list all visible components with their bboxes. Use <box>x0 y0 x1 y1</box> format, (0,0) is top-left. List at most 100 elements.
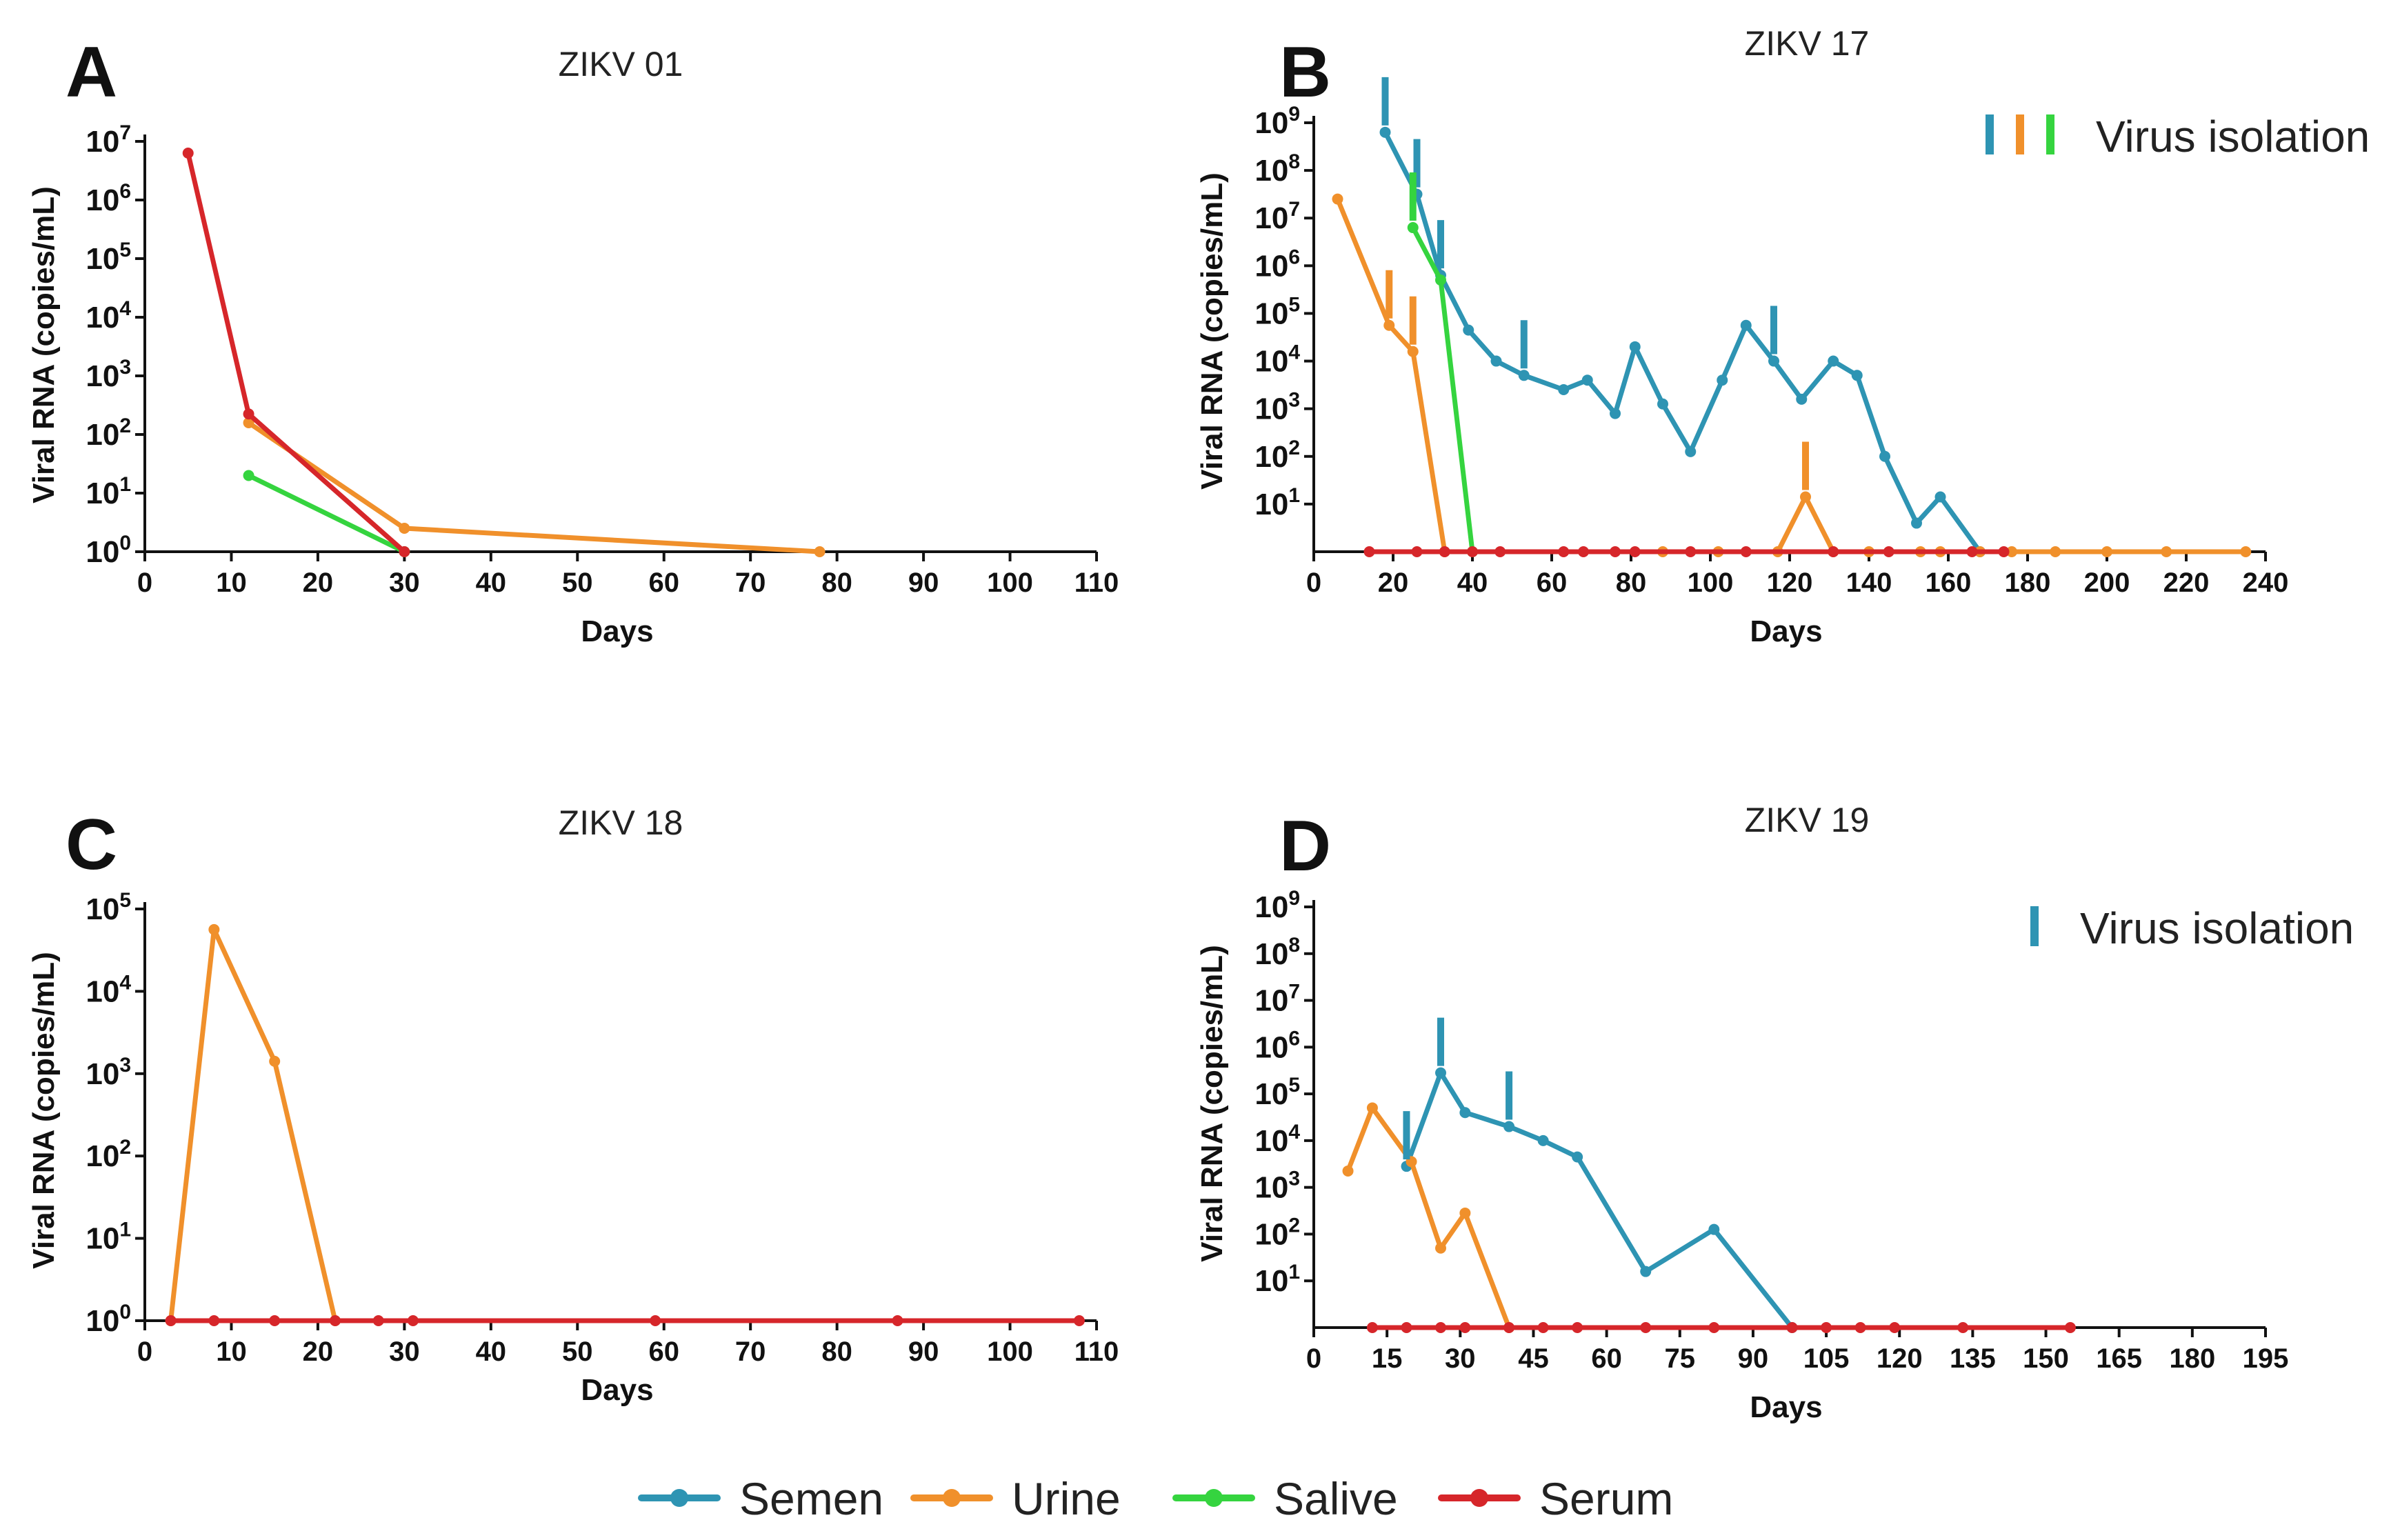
data-point-urine <box>1435 1242 1446 1254</box>
x-tick-label: 0 <box>1306 568 1321 598</box>
x-tick-label: 80 <box>821 568 852 598</box>
data-point-serum <box>1640 1322 1652 1333</box>
data-point-semen <box>1503 1121 1515 1132</box>
x-tick-label: 60 <box>1537 568 1568 598</box>
data-point-semen <box>1610 408 1621 419</box>
legend-label: Salive <box>1274 1473 1398 1524</box>
x-axis-title: Days <box>1750 1390 1822 1424</box>
x-tick-label: 60 <box>1591 1343 1622 1374</box>
data-point-semen <box>1463 324 1474 336</box>
x-tick-label: 165 <box>2096 1343 2142 1374</box>
data-point-semen <box>1518 370 1530 381</box>
y-tick-label: 105 <box>86 889 131 926</box>
data-point-serum <box>1401 1322 1412 1333</box>
data-point-serum <box>1610 546 1621 557</box>
y-tick-label: 106 <box>1254 1027 1300 1064</box>
x-tick-label: 70 <box>735 568 766 598</box>
data-point-urine <box>2240 546 2252 557</box>
data-point-urine <box>814 546 826 557</box>
data-point-serum <box>892 1315 903 1326</box>
x-tick-label: 110 <box>1074 1337 1119 1367</box>
data-point-serum <box>2064 1322 2076 1333</box>
x-tick-label: 0 <box>137 568 152 598</box>
data-point-semen <box>1911 517 1922 529</box>
x-tick-label: 10 <box>216 1337 247 1367</box>
data-point-serum <box>1889 1322 1901 1333</box>
data-point-serum <box>1366 1322 1378 1333</box>
y-axis-title: Viral RNA (copies/mL) <box>27 186 61 503</box>
data-point-serum <box>1786 1322 1798 1333</box>
data-point-serum <box>1883 546 1894 557</box>
data-point-urine <box>1383 319 1395 331</box>
x-tick-label: 20 <box>303 1337 334 1367</box>
data-point-salive <box>1407 222 1419 234</box>
x-tick-label: 70 <box>735 1337 766 1367</box>
y-tick-label: 102 <box>86 414 131 452</box>
data-point-urine <box>399 523 410 534</box>
data-point-serum <box>1957 1322 1969 1333</box>
y-tick-label: 102 <box>86 1136 131 1173</box>
x-tick-label: 90 <box>908 1337 939 1367</box>
data-point-serum <box>1503 1322 1515 1333</box>
x-axis-title: Days <box>1750 614 1822 648</box>
data-point-semen <box>1717 374 1728 386</box>
y-tick-label: 104 <box>86 971 131 1008</box>
x-tick-label: 195 <box>2243 1343 2289 1374</box>
data-point-urine <box>208 923 220 935</box>
data-point-semen <box>1490 355 1502 367</box>
data-point-semen <box>1640 1266 1652 1277</box>
data-point-semen <box>1740 319 1752 331</box>
y-tick-label: 100 <box>86 532 131 569</box>
x-tick-label: 80 <box>1616 568 1647 598</box>
data-point-semen <box>1708 1223 1720 1235</box>
data-point-serum <box>1685 546 1697 557</box>
data-point-semen <box>1879 450 1890 462</box>
legend-swatch-dot <box>943 1489 961 1507</box>
data-point-serum <box>243 408 254 420</box>
x-tick-label: 50 <box>562 568 593 598</box>
y-axis-title: Viral RNA (copies/mL) <box>1195 945 1229 1262</box>
data-point-urine <box>269 1055 281 1067</box>
data-point-semen <box>1796 393 1808 405</box>
data-point-serum <box>1494 546 1506 557</box>
y-tick-label: 101 <box>1254 1261 1300 1298</box>
data-point-serum <box>407 1315 419 1326</box>
data-point-serum <box>1578 546 1589 557</box>
legend-item-salive: Salive <box>1172 1473 1398 1524</box>
data-point-semen <box>1768 355 1779 367</box>
panel-title: ZIKV 19 <box>1745 801 1870 839</box>
y-tick-label: 108 <box>1254 934 1300 971</box>
panel-title: ZIKV 18 <box>559 803 683 842</box>
data-point-urine <box>2050 546 2061 557</box>
legend-item-serum: Serum <box>1438 1473 1673 1524</box>
x-tick-label: 10 <box>216 568 247 598</box>
data-point-serum <box>1708 1322 1720 1333</box>
legend-swatch-dot <box>1205 1489 1223 1507</box>
y-tick-label: 109 <box>1254 103 1300 140</box>
data-point-semen <box>1851 370 1863 381</box>
data-point-semen <box>1934 491 1946 503</box>
x-tick-label: 20 <box>1378 568 1409 598</box>
x-tick-label: 110 <box>1074 568 1119 598</box>
y-tick-label: 105 <box>86 239 131 276</box>
data-point-semen <box>1537 1134 1549 1146</box>
x-tick-label: 100 <box>987 568 1033 598</box>
data-point-serum <box>372 1315 384 1326</box>
data-point-salive <box>1435 274 1446 286</box>
legend: Semen Urine Salive Serum <box>638 1473 1673 1524</box>
data-point-serum <box>1411 546 1423 557</box>
x-tick-label: 120 <box>1877 1343 1923 1374</box>
data-point-serum <box>1073 1315 1085 1326</box>
y-tick-label: 104 <box>1254 341 1300 379</box>
data-point-serum <box>1740 546 1752 557</box>
x-tick-label: 0 <box>137 1337 152 1367</box>
data-point-semen <box>1558 384 1570 396</box>
data-point-semen <box>1657 398 1668 410</box>
y-tick-label: 101 <box>86 1219 131 1256</box>
data-point-serum <box>1435 1322 1446 1333</box>
x-tick-label: 180 <box>2169 1343 2215 1374</box>
data-point-serum <box>1629 546 1641 557</box>
y-axis-title: Viral RNA (copies/mL) <box>27 952 61 1269</box>
panel-title: ZIKV 01 <box>559 45 683 83</box>
y-tick-label: 107 <box>1254 198 1300 235</box>
